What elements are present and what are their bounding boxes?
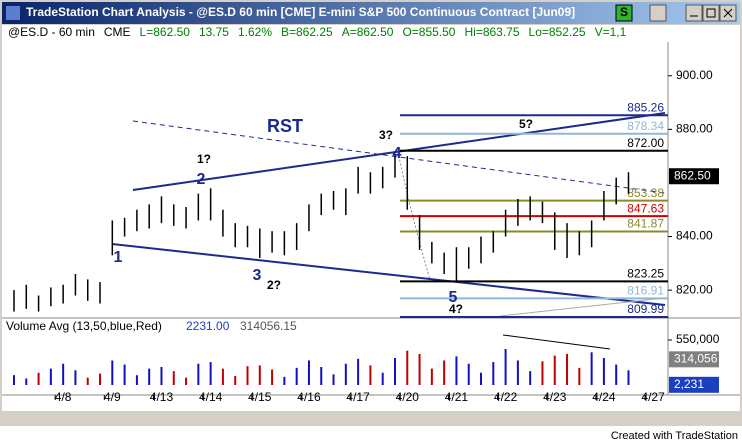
level-label: 878.34 xyxy=(627,119,664,133)
level-label: 885.26 xyxy=(627,100,664,114)
x-tick-label: 4/27 xyxy=(641,390,665,404)
maximize-button[interactable] xyxy=(702,4,720,22)
quote-field: B=862.25 xyxy=(281,25,333,39)
x-tick-label: 4/8 xyxy=(55,390,72,404)
level-label: 823.25 xyxy=(627,267,664,281)
level-label: 809.99 xyxy=(627,302,664,316)
quote-field: 13.75 xyxy=(199,25,229,39)
x-tick-label: 4/20 xyxy=(396,390,420,404)
arrow-button[interactable] xyxy=(649,4,667,22)
x-tick-label: 4/14 xyxy=(199,390,223,404)
dotted-curve xyxy=(397,151,431,281)
button-glyphs xyxy=(690,8,733,18)
quote-field: L=862.50 xyxy=(140,25,191,39)
upper-trendline xyxy=(132,112,666,191)
y-tick-label: 880.00 xyxy=(676,122,713,136)
x-tick-label: 4/17 xyxy=(346,390,370,404)
x-tick-label: 4/23 xyxy=(543,390,567,404)
lower-trendline xyxy=(111,243,666,306)
level-label: 847.63 xyxy=(627,201,664,215)
quote-field: V=1,1 xyxy=(595,25,627,39)
volume-legend: 2231.00 xyxy=(186,319,230,333)
wave-label: 5? xyxy=(519,117,533,131)
badge-text: S xyxy=(620,5,628,19)
badge[interactable] xyxy=(615,4,633,22)
level-label: 872.00 xyxy=(627,136,664,150)
drawings xyxy=(111,112,666,350)
wave-label: 3 xyxy=(253,267,262,284)
window-title: TradeStation Chart Analysis - @ES.D 60 m… xyxy=(26,5,575,19)
wave-label: 2 xyxy=(197,171,206,188)
volume-legend: 314056.15 xyxy=(240,319,297,333)
x-tick-label: 4/22 xyxy=(494,390,518,404)
wave-label: 3? xyxy=(379,128,393,142)
minimize-button[interactable] xyxy=(685,4,703,22)
volume-marker-label: 314,056 xyxy=(674,351,718,365)
x-tick-label: 4/21 xyxy=(445,390,469,404)
y-tick-label: 820.00 xyxy=(676,282,713,296)
y-tick-label: 900.00 xyxy=(676,68,713,82)
quote-field: O=855.50 xyxy=(402,25,455,39)
level-label: 853.38 xyxy=(627,186,664,200)
x-tick-label: 4/15 xyxy=(248,390,272,404)
last-price-box xyxy=(669,168,719,185)
level-label: 841.87 xyxy=(627,217,664,231)
wave-label: RST xyxy=(267,116,303,136)
volume-marker-label: 2,231 xyxy=(674,377,704,391)
y-tick-label: 840.00 xyxy=(676,229,713,243)
volume-title: Volume Avg (13,50,blue,Red) xyxy=(6,319,162,333)
quote-field: Hi=863.75 xyxy=(464,25,519,39)
quote-field: @ES.D - 60 min xyxy=(8,25,95,39)
quote-field: 1.62% xyxy=(238,25,272,39)
wave-label: 5 xyxy=(449,289,458,306)
wave-label: 4 xyxy=(393,145,402,162)
footer: Created with TradeStation xyxy=(611,430,738,442)
footer-bg xyxy=(0,426,742,443)
x-tick-label: 4/24 xyxy=(592,390,616,404)
x-tick-label: 4/13 xyxy=(150,390,174,404)
wave-label: 2? xyxy=(267,278,281,292)
volume-trendline xyxy=(502,334,611,350)
quote-field: Lo=852.25 xyxy=(529,25,586,39)
wave-label: 1 xyxy=(114,249,123,266)
y-tick-label: 550,000 xyxy=(676,332,720,346)
volume-marker xyxy=(669,376,719,393)
wave-label: 1? xyxy=(197,152,211,166)
title-bar xyxy=(2,2,740,24)
quote-field: CME xyxy=(104,25,131,39)
wave-label: 4? xyxy=(449,302,463,316)
x-tick-label: 4/16 xyxy=(297,390,321,404)
gray-trendline xyxy=(499,297,666,317)
last-price-label: 862.50 xyxy=(674,168,711,182)
x-tick-label: 4/9 xyxy=(104,390,121,404)
app-icon xyxy=(6,6,20,20)
level-label: 816.91 xyxy=(627,284,664,298)
volume-marker xyxy=(669,351,719,368)
quote-field: A=862.50 xyxy=(342,25,394,39)
